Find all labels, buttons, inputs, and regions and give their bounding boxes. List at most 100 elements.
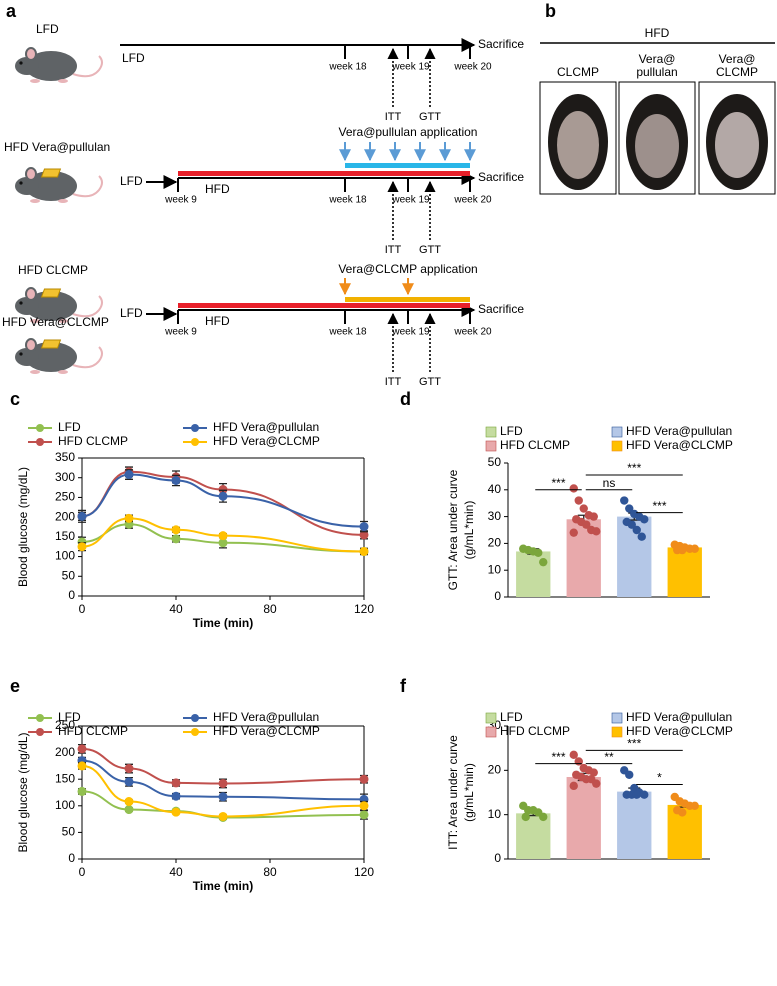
label: week 18: [328, 327, 367, 338]
legend-swatch: [611, 426, 623, 438]
label: 0: [494, 589, 501, 603]
point: [171, 475, 181, 485]
label: HFD Vera@pullulan: [4, 140, 110, 154]
mouse-foot: [30, 319, 40, 323]
data-point: [640, 790, 649, 799]
data-point: [625, 504, 634, 513]
point: [171, 534, 181, 544]
point: [218, 792, 228, 802]
mouse-head: [15, 177, 39, 195]
legend-label: HFD CLCMP: [58, 724, 128, 738]
label: HFD: [205, 182, 230, 196]
label: 350: [55, 450, 75, 464]
label: (g/mL*min): [462, 763, 476, 822]
label: 0: [494, 851, 501, 865]
label: Sacrifice: [478, 302, 524, 316]
label: 150: [55, 771, 75, 785]
label: Sacrifice: [478, 170, 524, 184]
patch: [40, 168, 62, 178]
mouse-foot: [30, 79, 40, 83]
data-point: [569, 750, 578, 760]
label: 120: [354, 602, 374, 616]
label: 250: [55, 718, 75, 732]
point: [359, 774, 369, 784]
series-line: [81, 473, 365, 528]
label: 80: [263, 865, 277, 879]
data-point: [690, 801, 699, 810]
bar: [617, 791, 652, 859]
point: [218, 485, 228, 495]
legend-swatch: [611, 440, 623, 452]
label: LFD: [122, 51, 145, 65]
data-point: [569, 781, 578, 791]
significance-label: ***: [627, 461, 641, 475]
mouse-tail: [72, 295, 103, 318]
label: 80: [263, 602, 277, 616]
bar: [566, 776, 601, 859]
label: 300: [55, 470, 75, 484]
data-point: [640, 515, 649, 524]
mouse-body: [25, 171, 77, 201]
label: 10: [488, 562, 502, 576]
bar: [516, 813, 551, 859]
mouse-foot: [58, 319, 68, 323]
legend-label: LFD: [58, 710, 81, 724]
label: Time (min): [193, 616, 253, 630]
mouse-eye: [19, 301, 23, 305]
point: [171, 778, 181, 788]
photos: [539, 81, 776, 195]
data-point: [589, 768, 598, 777]
label: GTT: [419, 244, 441, 256]
legend-marker: [36, 714, 44, 722]
significance-label: ns: [603, 476, 616, 490]
label: 150: [55, 529, 75, 543]
label: week 18: [328, 195, 367, 206]
legend-label: LFD: [500, 424, 523, 438]
legend-swatch: [485, 712, 497, 724]
point: [359, 801, 369, 811]
label: 30: [488, 509, 502, 523]
legend-label: LFD: [58, 420, 81, 434]
label: Blood glucose (mg/dL): [16, 732, 30, 852]
label: Vera@: [719, 52, 756, 66]
data-point: [574, 757, 583, 766]
label: week 20: [453, 327, 492, 338]
legend-label: LFD: [500, 710, 523, 724]
data-point: [637, 532, 646, 541]
label: 0: [68, 588, 75, 602]
label: pullulan: [636, 65, 677, 79]
mouse-eye: [19, 352, 23, 356]
legend-swatch: [485, 440, 497, 452]
mouse-body: [25, 291, 77, 321]
data-point: [569, 484, 578, 493]
mouse-eye: [19, 181, 23, 185]
label: Vera@pullulan application: [339, 125, 478, 139]
label: HFD CLCMP: [18, 263, 88, 277]
bar: [667, 547, 702, 597]
shaved-skin: [635, 114, 679, 178]
mouse-ear: [25, 167, 37, 181]
legend-label: HFD Vera@CLCMP: [626, 438, 733, 452]
point: [171, 525, 181, 535]
mouse-eye: [19, 61, 23, 65]
label: week 19: [391, 195, 430, 206]
point: [218, 538, 228, 548]
legend-marker: [191, 424, 199, 432]
point: [218, 778, 228, 788]
point: [77, 511, 87, 521]
label: 120: [354, 865, 374, 879]
point: [359, 810, 369, 820]
legend-label: HFD Vera@pullulan: [213, 420, 319, 434]
label: CLCMP: [557, 65, 599, 79]
mouse-ear: [25, 47, 37, 61]
label: week 20: [453, 62, 492, 73]
data-point: [625, 770, 634, 779]
label: week 18: [328, 62, 367, 73]
data-point: [574, 496, 583, 505]
label: (g/mL*min): [462, 501, 476, 560]
point: [124, 805, 134, 815]
label: GTT: [419, 376, 441, 388]
point: [171, 807, 181, 817]
label: week 20: [453, 195, 492, 206]
